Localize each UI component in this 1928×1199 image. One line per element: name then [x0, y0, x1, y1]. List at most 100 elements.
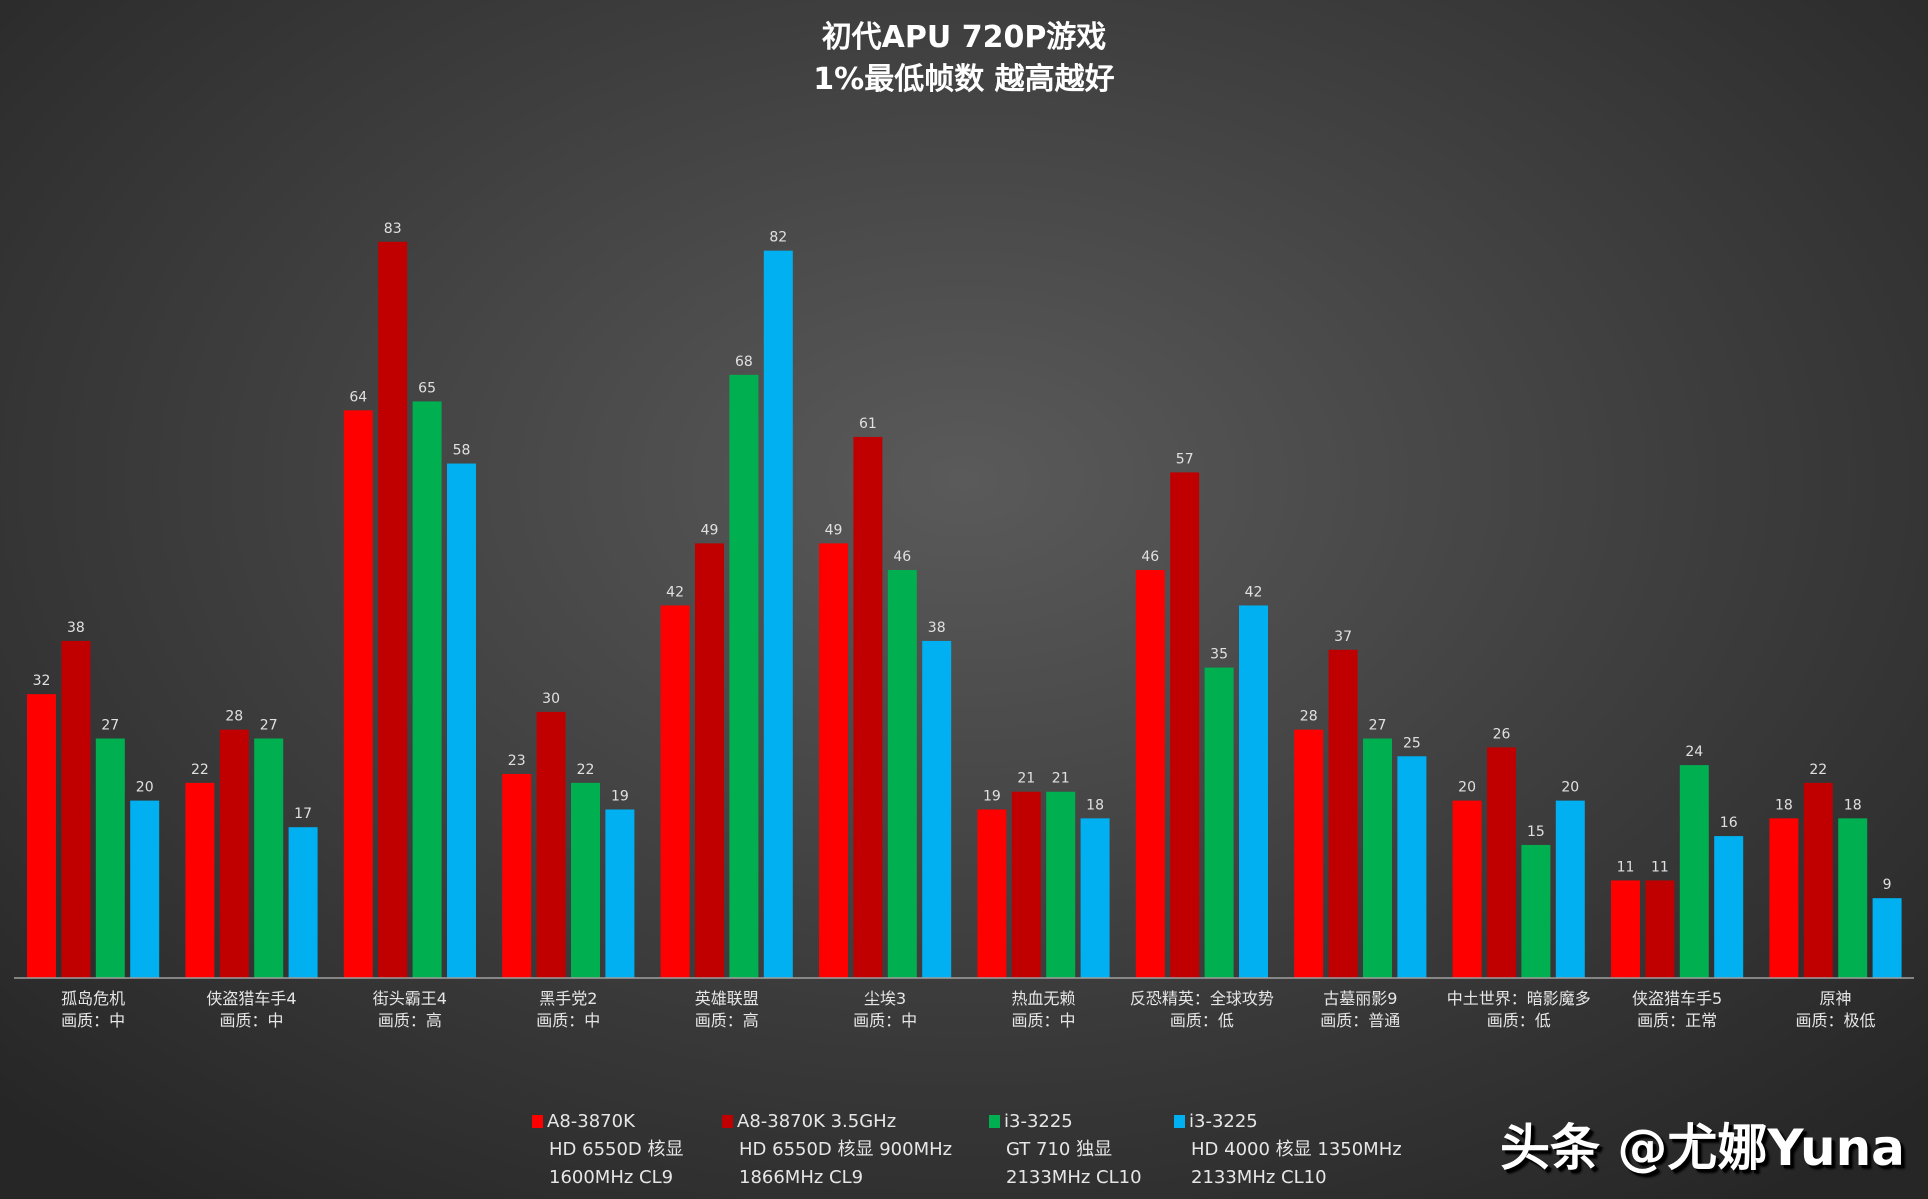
data-label: 30 [542, 691, 560, 707]
bar [1294, 729, 1324, 978]
bar [922, 640, 952, 978]
category-label: 古墓丽影9 [1323, 989, 1397, 1008]
legend-series-detail: 2133MHz CL10 [1191, 1167, 1327, 1188]
category-label: 侠盗猎车手5 [1632, 989, 1722, 1008]
data-label: 15 [1527, 824, 1545, 840]
data-label: 23 [508, 753, 526, 769]
legend-swatch [989, 1115, 1000, 1128]
data-label: 65 [418, 380, 436, 396]
bar [1714, 836, 1744, 978]
bar [1838, 818, 1868, 978]
bar [536, 711, 566, 978]
legend-series-detail: HD 6550D 核显 [549, 1139, 684, 1160]
watermark: 头条 @尤娜Yuna [1500, 1119, 1905, 1177]
category-label: 街头霸王4 [373, 989, 447, 1008]
bar [695, 543, 724, 978]
category-quality-label: 画质：普通 [1320, 1011, 1400, 1030]
category-quality-label: 画质：中 [853, 1011, 917, 1030]
legend-series-name: A8-3870K [547, 1111, 635, 1132]
bar [1170, 472, 1200, 978]
bar [1452, 800, 1482, 978]
legend-series-detail: 1866MHz CL9 [739, 1167, 864, 1188]
category-label: 原神 [1819, 989, 1851, 1008]
bar [977, 809, 1007, 978]
category-label: 黑手党2 [539, 989, 597, 1008]
bar [1135, 569, 1165, 978]
category-quality-label: 画质：极低 [1795, 1011, 1875, 1030]
bar [571, 782, 600, 978]
data-label: 19 [983, 788, 1001, 804]
data-label: 37 [1334, 629, 1352, 645]
bar [763, 250, 793, 978]
data-label: 11 [1617, 859, 1635, 875]
data-label: 35 [1210, 647, 1228, 663]
chart-subtitle: 1%最低帧数 越高越好 [813, 62, 1115, 97]
data-label: 82 [769, 230, 787, 246]
bar [887, 569, 917, 978]
data-label: 32 [33, 673, 51, 689]
data-label: 22 [1809, 762, 1827, 778]
bar [1046, 791, 1076, 978]
bar [378, 241, 408, 979]
bar [660, 605, 690, 978]
data-label: 46 [1141, 549, 1159, 565]
category-quality-label: 画质：中 [219, 1011, 283, 1030]
data-label: 25 [1403, 735, 1421, 751]
legend-swatch [532, 1115, 543, 1128]
data-label: 9 [1883, 877, 1892, 893]
data-label: 20 [136, 780, 154, 796]
category-quality-label: 画质：中 [536, 1011, 600, 1030]
category-quality-label: 画质：中 [1011, 1011, 1075, 1030]
data-label: 57 [1176, 451, 1194, 467]
data-label: 49 [701, 522, 719, 538]
data-label: 42 [1245, 584, 1263, 600]
data-label: 61 [859, 416, 877, 432]
bar [1679, 765, 1709, 978]
data-label: 16 [1720, 815, 1738, 831]
bar [819, 543, 848, 978]
data-label: 20 [1561, 780, 1579, 796]
bar [853, 436, 883, 978]
data-label: 21 [1017, 771, 1035, 787]
data-label: 27 [101, 718, 119, 734]
bar [1011, 791, 1041, 978]
data-label: 42 [666, 584, 684, 600]
bar [1611, 880, 1640, 978]
legend-series-detail: GT 710 独显 [1006, 1139, 1113, 1160]
data-label: 22 [191, 762, 209, 778]
bar [1397, 756, 1427, 978]
category-label: 侠盗猎车手4 [206, 989, 296, 1008]
data-label: 28 [1300, 709, 1318, 725]
bar [447, 463, 476, 978]
data-label: 17 [294, 806, 312, 822]
data-label: 58 [453, 443, 471, 459]
bar [1080, 818, 1110, 978]
category-label: 孤岛危机 [61, 989, 125, 1008]
bar [412, 401, 442, 978]
bar [1204, 667, 1234, 978]
data-label: 22 [577, 762, 595, 778]
bar [729, 374, 759, 979]
bar [1239, 605, 1268, 978]
legend-item: A8-3870K 3.5GHz HD 6550D 核显 900MHz 1866MHz… [722, 1108, 952, 1192]
legend-series-detail: 2133MHz CL10 [1006, 1167, 1142, 1188]
data-label: 68 [735, 354, 753, 370]
bar [1872, 898, 1902, 978]
data-label: 18 [1844, 797, 1862, 813]
category-quality-label: 画质：低 [1487, 1011, 1551, 1030]
bar [1555, 800, 1585, 978]
data-label: 21 [1052, 771, 1070, 787]
data-label: 49 [825, 522, 843, 538]
bar [502, 773, 532, 978]
bar [1769, 818, 1799, 978]
category-quality-label: 画质：正常 [1637, 1011, 1717, 1030]
data-label: 64 [349, 389, 367, 405]
data-label: 19 [611, 788, 629, 804]
legend-swatch [722, 1115, 733, 1128]
category-quality-label: 画质：高 [378, 1011, 442, 1030]
bar [254, 738, 284, 978]
category-label: 反恐精英：全球攻势 [1130, 989, 1274, 1008]
data-label: 46 [893, 549, 911, 565]
data-label: 24 [1685, 744, 1703, 760]
